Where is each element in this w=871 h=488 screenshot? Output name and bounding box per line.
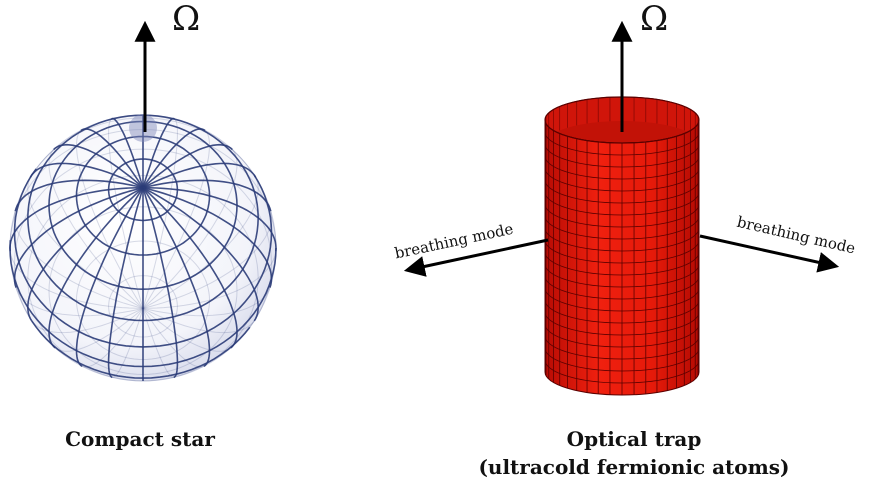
sphere-grid-line: [29, 162, 144, 189]
sphere-grid-line: [142, 187, 238, 349]
compact-star-figure: [9, 114, 277, 382]
sphere-grid-line: [142, 162, 257, 189]
breathing-arrow-right: [699, 234, 840, 273]
sphere-grid-line: [9, 240, 277, 368]
sphere-grid-line: [142, 187, 179, 379]
sphere-grid-line: [108, 275, 178, 338]
cylinder-exterior: [544, 96, 700, 396]
sphere-grid-line: [108, 118, 144, 309]
optical-trap-caption-line2: (ultracold fermionic atoms): [478, 455, 789, 479]
sphere-grid-line: [111, 117, 144, 188]
breathing-mode-label-left: breathing mode: [393, 220, 515, 263]
sphere-grid-line: [142, 186, 273, 288]
sphere-grid-line: [13, 168, 273, 348]
optical-trap-caption-line1: Optical trap: [567, 427, 702, 451]
sphere-grid-line: [253, 174, 273, 233]
sphere-grid-line: [75, 187, 144, 367]
sphere-grid-line: [142, 307, 232, 352]
sphere-grid-line: [142, 179, 272, 212]
sphere-grid-line: [13, 186, 144, 288]
breathing-mode-left: breathing mode: [393, 220, 549, 277]
sphere-pole-cap: [129, 114, 157, 142]
breathing-mode-right: breathing mode: [699, 213, 857, 273]
right-rotation-axis: Ω: [611, 0, 668, 132]
sphere-grid-line: [107, 158, 179, 222]
sphere-grid-line: [142, 186, 277, 252]
breathing-mode-label-right: breathing mode: [735, 213, 857, 258]
sphere-grid-line: [142, 118, 178, 309]
sphere-grid-line: [9, 186, 144, 252]
sphere-grid-line: [75, 135, 211, 256]
sphere-grid-line: [48, 187, 144, 349]
sphere-grid-line: [31, 307, 144, 334]
optical-trap-figure: [544, 96, 700, 396]
breathing-arrow-left: [403, 238, 549, 277]
sphere-grid-line: [27, 174, 259, 382]
sphere-front-grid: [9, 114, 277, 381]
sphere-grid-line: [142, 186, 260, 322]
sphere-grid-line: [26, 114, 259, 322]
sphere-grid-line: [13, 148, 272, 322]
right-omega-symbol: Ω: [640, 0, 668, 39]
sphere-grid-line: [142, 187, 211, 367]
left-omega-symbol: Ω: [172, 0, 200, 39]
sphere-grid-line: [142, 251, 277, 309]
sphere-grid-line: [14, 179, 144, 212]
sphere-grid-line: [31, 320, 251, 379]
sphere-grid-line: [142, 117, 175, 188]
sphere-grid-line: [107, 187, 144, 379]
compact-star-caption: Compact star: [65, 427, 215, 451]
sphere-grid-line: [54, 307, 144, 352]
sphere-grid-line: [142, 307, 255, 334]
sphere-grid-line: [26, 186, 144, 322]
sphere-grid-line: [9, 128, 277, 249]
sphere-grid-line: [48, 120, 238, 291]
left-rotation-axis: Ω: [134, 0, 200, 132]
sphere-grid-line: [9, 251, 144, 309]
